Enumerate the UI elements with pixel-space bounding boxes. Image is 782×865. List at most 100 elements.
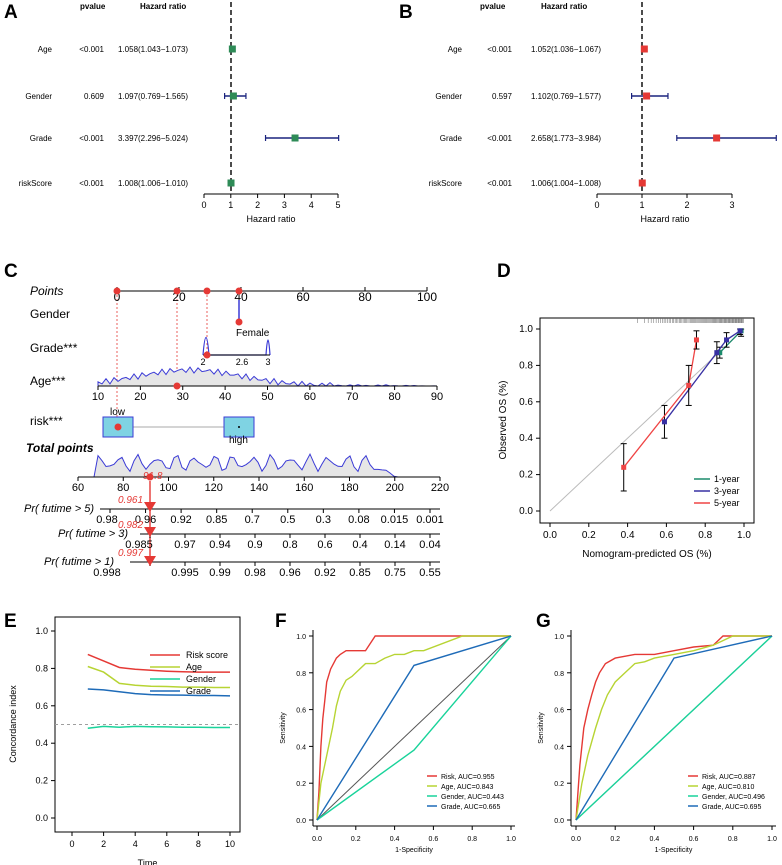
- age-density: [97, 366, 438, 387]
- pr5-tick-label: 0.92: [170, 514, 191, 526]
- hr-marker: [228, 45, 236, 53]
- x-tick-label: 0.8: [728, 836, 738, 843]
- total-tick-label: 160: [295, 482, 313, 494]
- panel-letter-a: A: [4, 2, 18, 23]
- pr1-tick-label: 0.98: [244, 567, 265, 579]
- pr1-tick-label: 0.998: [93, 567, 121, 579]
- hr-marker: [643, 92, 651, 100]
- risk-high-label: high: [229, 435, 248, 446]
- row-label: riskScore: [429, 179, 463, 188]
- x-tick-label: 0: [594, 200, 599, 210]
- total-tick-label: 60: [72, 482, 84, 494]
- pr5-tick-label: 0.5: [280, 514, 295, 526]
- hr-header-b: Hazard ratio: [541, 2, 587, 11]
- panel-letter-c: C: [4, 261, 18, 282]
- legend-label: Age: [186, 662, 202, 672]
- legend-label: Risk score: [186, 650, 228, 660]
- panel-letter-f: F: [275, 611, 287, 632]
- legend-label: Gender: [186, 674, 216, 684]
- age-label: Age***: [30, 374, 66, 388]
- x-tick-label: 0.2: [610, 836, 620, 843]
- x-tick-label: 2: [684, 200, 689, 210]
- grade-label: Grade***: [30, 341, 78, 355]
- cindex-line: [87, 688, 231, 697]
- roc-curve: [575, 635, 773, 821]
- x-tick-label: 0.4: [650, 836, 660, 843]
- row-label: Age: [448, 45, 463, 54]
- calibration-point: [661, 419, 667, 425]
- roc-curve: [316, 635, 512, 821]
- panel-letter-e: E: [4, 611, 17, 632]
- risk-high-dot: [238, 426, 240, 428]
- pr3-tick-label: 0.9: [247, 539, 262, 551]
- age-tick-label: 50: [261, 391, 273, 403]
- legend-label: Gender, AUC=0.496: [702, 794, 765, 801]
- x-tick-label: 10: [225, 839, 235, 849]
- row-pvalue: <0.001: [79, 134, 104, 143]
- pr3-tick-label: 0.985: [125, 539, 153, 551]
- row-label: Age: [38, 45, 53, 54]
- row-hr-text: 1.102(0.769−1.577): [531, 92, 601, 101]
- total-tick-label: 220: [431, 482, 449, 494]
- y-tick-label: 0.8: [296, 671, 306, 678]
- y-tick-label: 1.0: [519, 324, 533, 335]
- pr5-value: 0.961: [118, 495, 143, 506]
- pr3-tick-label: 0.97: [174, 539, 195, 551]
- total-tick-label: 80: [117, 482, 129, 494]
- points-tick-label: 100: [417, 290, 437, 304]
- cindex-line: [87, 725, 230, 729]
- pr5-tick-label: 0.015: [381, 514, 409, 526]
- hr-marker: [229, 92, 237, 100]
- x-tick-label: 4: [309, 200, 314, 210]
- pr1-tick-label: 0.99: [209, 567, 230, 579]
- risk-marker: [114, 423, 122, 431]
- x-axis-label: Nomogram-predicted OS (%): [582, 549, 711, 560]
- x-tick-label: 0.0: [312, 836, 322, 843]
- x-tick-label: 0.2: [582, 530, 596, 541]
- total-tick-label: 120: [205, 482, 223, 494]
- row-pvalue: <0.001: [487, 179, 512, 188]
- pr3-tick-label: 0.8: [282, 539, 297, 551]
- row-pvalue: 0.597: [492, 92, 513, 101]
- x-tick-label: 8: [196, 839, 201, 849]
- point-marker-risk: [113, 287, 121, 295]
- y-tick-label: 1.0: [35, 626, 48, 636]
- hr-marker: [713, 134, 721, 142]
- risk-low-label: low: [110, 407, 126, 418]
- calibration-point: [621, 464, 627, 470]
- pr5-tick-label: 0.85: [206, 514, 227, 526]
- hr-marker: [638, 179, 646, 187]
- x-tick-label: 0.0: [571, 836, 581, 843]
- total-points-label: Total points: [26, 441, 94, 455]
- pr3-tick-label: 0.94: [209, 539, 230, 551]
- x-tick-label: 3: [282, 200, 287, 210]
- x-tick-label: 0.4: [621, 530, 635, 541]
- pr1-tick-label: 0.75: [384, 567, 405, 579]
- point-marker-grade: [203, 287, 211, 295]
- age-tick-label: 40: [219, 391, 231, 403]
- legend-label: 3-year: [714, 486, 740, 496]
- legend-label: Risk, AUC=0.887: [702, 774, 756, 781]
- row-pvalue: <0.001: [79, 45, 104, 54]
- total-tick-label: 100: [159, 482, 177, 494]
- y-tick-label: 0.2: [554, 781, 564, 788]
- y-tick-label: 0.4: [554, 744, 564, 751]
- age-tick-label: 30: [177, 391, 189, 403]
- pr3-label: Pr( futime > 3): [58, 528, 128, 540]
- x-tick-label: 3: [729, 200, 734, 210]
- calibration-point: [693, 337, 699, 343]
- x-tick-label: 0.0: [543, 530, 557, 541]
- y-tick-label: 0.0: [296, 818, 306, 825]
- x-tick-label: 0.8: [467, 836, 477, 843]
- x-tick-label: 0.4: [390, 836, 400, 843]
- row-hr-text: 2.658(1.773−3.984): [531, 134, 601, 143]
- pr3-value: 0.982: [118, 520, 143, 531]
- legend-label: Grade, AUC=0.695: [702, 804, 761, 811]
- x-tick-label: 0.6: [689, 836, 699, 843]
- pr3-tick-label: 0.04: [419, 539, 440, 551]
- pr5-tick-label: 0.08: [348, 514, 369, 526]
- pvalue-header-a: pvalue: [80, 2, 106, 11]
- x-axis-label: 1-Specificity: [395, 847, 433, 854]
- panel-g-roc: G 0.0 0.2 0.4 0.6 0.8 1.0 0.0 0.2 0.4 0.6 0.8 1.0 1-…: [536, 611, 777, 854]
- hr-marker: [291, 134, 299, 142]
